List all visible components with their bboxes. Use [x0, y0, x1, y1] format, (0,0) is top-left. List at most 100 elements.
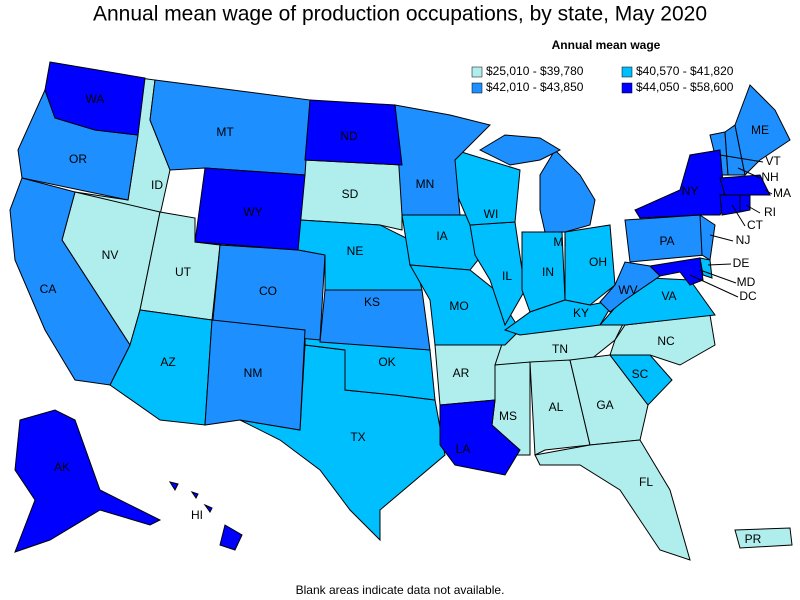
- state-label: WV: [618, 283, 637, 297]
- state-labels: ID NV UT SD AR TN MS AL GA FL NC PR AZ TX OK NE IA MO IL WI…: [40, 92, 791, 546]
- state-label: SC: [632, 367, 649, 381]
- state-label: CT: [747, 218, 764, 232]
- leader-line: [699, 269, 737, 284]
- state-label: ME: [751, 123, 769, 137]
- state-label: UT: [175, 265, 192, 279]
- states: [9, 61, 793, 561]
- state-label: VA: [661, 289, 676, 303]
- state: [219, 524, 243, 551]
- state-label: IN: [542, 265, 554, 279]
- state-label: OH: [589, 255, 607, 269]
- state: [569, 354, 649, 446]
- state: [409, 264, 521, 346]
- leader-line: [745, 204, 761, 214]
- footnote: Blank areas indicate data not available.: [296, 583, 505, 597]
- state: [634, 149, 726, 219]
- state: [319, 289, 431, 351]
- state-label: KS: [364, 295, 380, 309]
- legend-swatch: [621, 82, 633, 94]
- leader-line: [764, 189, 773, 195]
- legend-swatch: [471, 82, 483, 94]
- state: [9, 177, 131, 386]
- state: [648, 257, 704, 286]
- state-label: AZ: [160, 355, 175, 369]
- legend-title: Annual mean wage: [552, 38, 661, 52]
- state-label: OR: [69, 152, 87, 166]
- state-label: MA: [773, 186, 791, 200]
- map-title: Annual mean wage of production occupatio…: [93, 3, 707, 26]
- state: [564, 224, 616, 306]
- state-label: WY: [243, 205, 262, 219]
- state: [190, 491, 199, 499]
- leader-line: [707, 263, 732, 266]
- state-label: DE: [733, 256, 750, 270]
- state-label: TN: [552, 342, 568, 356]
- state: [534, 439, 691, 561]
- state: [719, 174, 771, 196]
- state-label: GA: [596, 398, 613, 412]
- leader-line: [737, 167, 761, 179]
- state-label: WA: [86, 92, 105, 106]
- leader-line: [719, 154, 764, 163]
- state-label: NV: [102, 248, 119, 262]
- state: [478, 134, 562, 166]
- state: [719, 194, 741, 216]
- state-label: ID: [151, 178, 163, 192]
- state-label: IA: [436, 229, 447, 243]
- state-label: NE: [347, 244, 364, 258]
- state-label: RI: [764, 205, 776, 219]
- state-label: VT: [765, 154, 781, 168]
- state-label: HI: [191, 508, 203, 522]
- state: [734, 84, 791, 177]
- state: [194, 167, 306, 251]
- state-label: FL: [639, 475, 653, 489]
- state: [204, 319, 306, 431]
- state: [608, 354, 673, 406]
- leader-line: [731, 204, 746, 227]
- state-label: NJ: [736, 233, 751, 247]
- legend-label: $25,010 - $39,780: [486, 64, 584, 78]
- state-label: KY: [573, 306, 589, 320]
- state-label: IL: [502, 269, 512, 283]
- state-label: WI: [484, 207, 499, 221]
- leader-line: [709, 234, 734, 242]
- state: [539, 149, 596, 233]
- state-label: ND: [340, 129, 358, 143]
- state-label: LA: [456, 442, 471, 456]
- legend-label: $42,010 - $43,850: [486, 80, 584, 94]
- state: [203, 503, 213, 513]
- state: [304, 99, 403, 166]
- state-label: CO: [259, 284, 277, 298]
- state-label: MT: [216, 125, 234, 139]
- state: [739, 194, 751, 213]
- state: [304, 337, 436, 401]
- state: [14, 409, 162, 553]
- state: [44, 61, 146, 136]
- state-label: PR: [745, 532, 762, 546]
- state: [529, 359, 591, 456]
- state-label: CA: [40, 282, 57, 296]
- state: [168, 481, 179, 492]
- legend: $25,010 - $39,780 $40,570 - $41,820 $42,01…: [471, 64, 734, 94]
- state: [394, 104, 491, 216]
- state-label: NH: [761, 170, 778, 184]
- state-label: AK: [54, 460, 70, 474]
- state-label: NM: [244, 366, 263, 380]
- state-label: OK: [378, 355, 395, 369]
- state-label: TX: [350, 430, 365, 444]
- state-label: PA: [659, 234, 674, 248]
- legend-label: $40,570 - $41,820: [636, 64, 734, 78]
- state-label: MI: [553, 235, 566, 249]
- state-label: MO: [449, 299, 468, 313]
- state-label: AR: [453, 366, 470, 380]
- state: [439, 399, 521, 476]
- leader-line: [689, 274, 739, 298]
- state-label: NC: [657, 334, 675, 348]
- state-label: MS: [499, 409, 517, 423]
- state-label: DC: [739, 289, 757, 303]
- legend-swatch: [621, 66, 633, 78]
- state: [699, 214, 716, 261]
- legend-label: $44,050 - $58,600: [636, 80, 734, 94]
- state-label: NY: [682, 184, 699, 198]
